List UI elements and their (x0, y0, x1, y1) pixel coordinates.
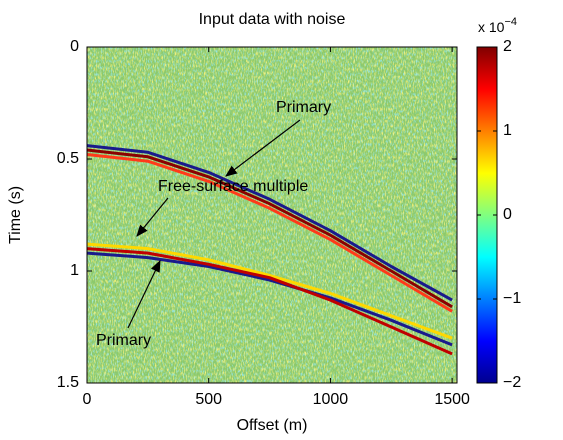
axes-frame (86, 46, 458, 384)
y-axis-label: Time (s) (7, 186, 24, 244)
colorbar-tick-label: −1 (503, 290, 521, 307)
x-tick-label: 0 (83, 391, 92, 408)
annotations: Primary Free-surface multiple Primary (96, 99, 331, 349)
arrow (136, 197, 169, 237)
colorbar-tick-label: 1 (503, 122, 512, 139)
y-tick-label: 0.5 (57, 150, 79, 167)
colorbar-tick-label: −2 (503, 374, 521, 391)
annotation: Primary (276, 99, 331, 116)
x-tick-label: 500 (195, 391, 222, 408)
colorbar-scale-base: x 10 (478, 19, 505, 35)
x-tick-label: 1000 (313, 391, 349, 408)
plot-area (87, 47, 457, 383)
event (87, 242, 453, 340)
x-axis-label: Offset (m) (237, 417, 308, 434)
x-tick-label: 1500 (434, 391, 470, 408)
event (87, 251, 453, 347)
arrow (225, 119, 301, 177)
y-tick-label: 1 (70, 262, 79, 279)
event (87, 153, 453, 313)
event (87, 247, 453, 356)
noise (87, 47, 457, 383)
chart-title: Input data with noise (199, 11, 346, 28)
annotation: Primary (96, 332, 151, 349)
colorbar-scale: x 10−4 (478, 16, 517, 35)
colorbar-scale-exponent: −4 (504, 16, 517, 28)
y-tick-label: 0 (70, 38, 79, 55)
colorbar-tick-label: 2 (503, 38, 512, 55)
y-tick-label: 1.5 (57, 374, 79, 391)
colorbar-tick-label: 0 (503, 206, 512, 223)
event (87, 148, 453, 309)
annotation: Free-surface multiple (158, 178, 308, 195)
arrow (127, 259, 161, 329)
event (87, 144, 453, 302)
